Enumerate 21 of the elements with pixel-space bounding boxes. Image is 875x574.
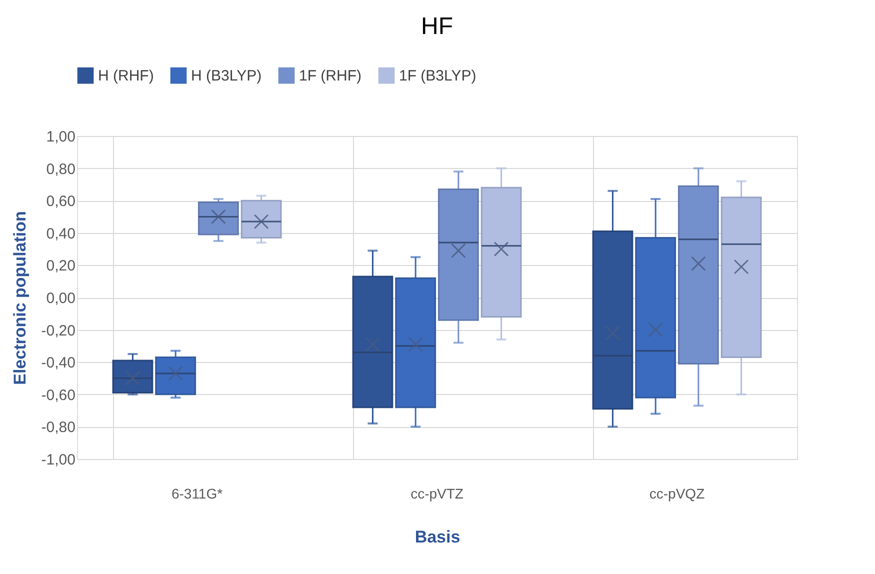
- legend-label: 1F (B3LYP): [399, 68, 476, 85]
- y-tick-label: 0,20: [46, 258, 76, 275]
- x-axis-title: Basis: [414, 528, 460, 546]
- x-tick-label: cc-pVTZ: [410, 486, 464, 502]
- y-axis-title: Electronic population: [10, 211, 30, 385]
- y-tick-label: -0,80: [41, 419, 76, 436]
- y-tick-label: 0,60: [46, 193, 76, 210]
- x-tick-label: cc-pVQZ: [649, 486, 706, 502]
- chart-title: HF: [421, 13, 453, 40]
- y-tick-label: -0,60: [41, 386, 76, 404]
- y-tick-label: -0,20: [41, 322, 76, 340]
- y-tick-label: 0,40: [46, 225, 76, 242]
- y-tick-label: 0,80: [46, 160, 76, 178]
- y-tick-label: -0,40: [41, 354, 76, 372]
- legend-label: 1F (RHF): [299, 68, 362, 85]
- y-tick-label: 1,00: [46, 128, 76, 146]
- legend-label: H (B3LYP): [191, 68, 262, 85]
- y-tick-label: 0,00: [46, 290, 76, 307]
- x-tick-label: 6-311G*: [171, 486, 224, 502]
- y-tick-label: -1,00: [41, 452, 76, 468]
- legend-label: H (RHF): [98, 68, 154, 85]
